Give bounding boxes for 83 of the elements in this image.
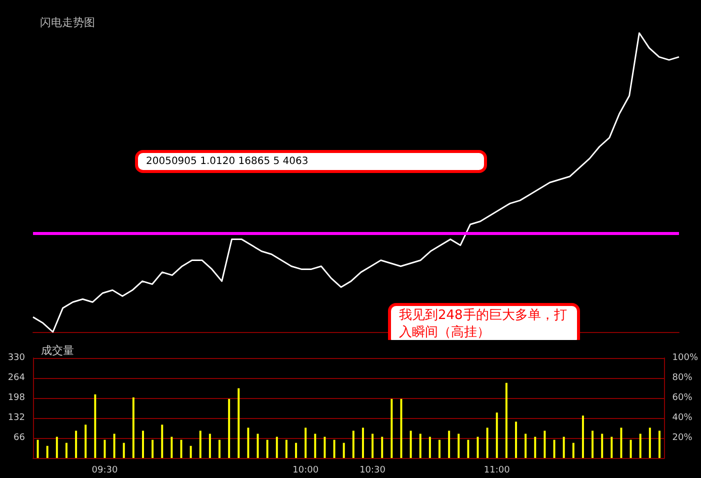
- y2-tick-label: 40%: [672, 413, 693, 423]
- bar: [56, 436, 58, 458]
- bar: [458, 434, 460, 458]
- bar: [180, 440, 182, 458]
- bar: [142, 430, 144, 458]
- bar: [572, 442, 574, 458]
- chart-subtitle: 闪电走势图: [40, 16, 95, 29]
- bar: [228, 398, 230, 458]
- bar: [36, 440, 39, 458]
- bar: [410, 430, 412, 458]
- bar: [314, 434, 316, 458]
- bar: [505, 382, 508, 458]
- bar: [304, 428, 307, 458]
- bar: [276, 436, 278, 458]
- bar: [170, 436, 173, 458]
- bar: [75, 430, 78, 458]
- bar: [544, 430, 546, 458]
- bar: [658, 430, 660, 458]
- chart-title: 成交量: [41, 344, 74, 357]
- x-tick-label: 10:00: [292, 466, 319, 476]
- bar: [476, 436, 479, 458]
- bar: [419, 434, 422, 458]
- y-tick-label: 66: [14, 433, 26, 443]
- bar: [324, 436, 326, 458]
- x-tick-label: 09:30: [92, 466, 118, 476]
- bar: [266, 440, 268, 458]
- bar: [295, 442, 298, 458]
- bar: [238, 388, 240, 458]
- bar: [122, 442, 125, 458]
- bar: [553, 440, 556, 458]
- bar: [496, 412, 498, 458]
- bar: [648, 428, 651, 458]
- bar: [630, 440, 632, 458]
- bar: [534, 436, 536, 458]
- bar: [132, 397, 134, 458]
- y2-tick-label: 20%: [672, 433, 693, 443]
- bar: [362, 428, 364, 458]
- y2-tick-label: 60%: [672, 393, 693, 403]
- bar: [190, 446, 192, 458]
- bar: [342, 442, 345, 458]
- bar: [161, 424, 164, 458]
- y2-tick-label: 80%: [672, 373, 693, 383]
- bar: [438, 440, 440, 458]
- y-tick-label: 264: [8, 373, 26, 383]
- bar: [381, 436, 384, 458]
- bar: [390, 398, 393, 458]
- y-tick-label: 198: [8, 393, 26, 403]
- bar: [601, 434, 604, 458]
- bar: [610, 436, 613, 458]
- y2-tick-label: 100%: [672, 353, 698, 363]
- bar: [333, 440, 336, 458]
- bar: [352, 430, 354, 458]
- bar: [486, 428, 488, 458]
- x-tick-label: 11:00: [484, 466, 510, 476]
- bar: [428, 436, 431, 458]
- y-tick-label: 330: [8, 353, 26, 363]
- bar: [199, 430, 202, 458]
- bar: [515, 422, 518, 458]
- bar: [208, 434, 211, 458]
- callout-box: 20050905 1.0120 16865 5 4063: [135, 150, 487, 173]
- y-tick-label: 132: [8, 413, 25, 423]
- bar: [256, 434, 259, 458]
- bar: [372, 434, 374, 458]
- bar: [46, 446, 48, 458]
- bar: [152, 440, 154, 458]
- bar: [448, 430, 450, 458]
- x-tick-label: 10:30: [360, 466, 386, 476]
- bar: [592, 430, 594, 458]
- bar: [285, 440, 288, 458]
- bar: [218, 440, 221, 458]
- bar: [562, 436, 565, 458]
- bar: [247, 428, 250, 458]
- bar: [104, 440, 106, 458]
- bar: [94, 394, 96, 458]
- bar: [620, 428, 622, 458]
- bar: [84, 424, 87, 458]
- bar: [467, 440, 470, 458]
- bar: [639, 434, 642, 458]
- bar: [524, 434, 527, 458]
- bar: [65, 442, 68, 458]
- bar: [113, 434, 116, 458]
- bar: [400, 398, 402, 458]
- bar: [582, 416, 584, 458]
